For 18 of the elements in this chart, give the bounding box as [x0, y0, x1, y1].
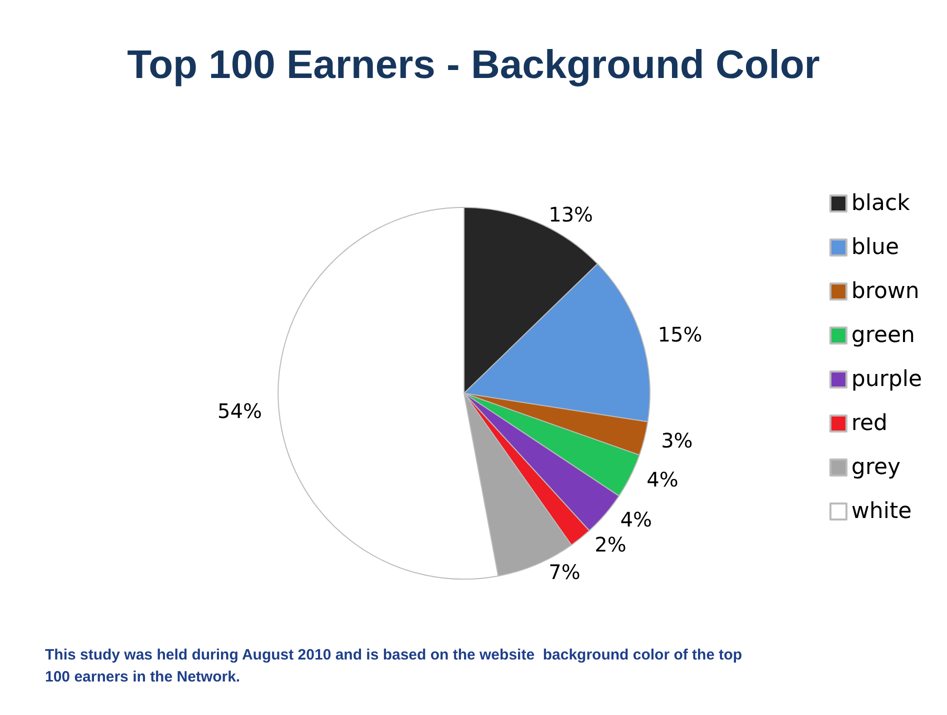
legend-label: purple	[851, 367, 922, 392]
data-label: 4%	[620, 507, 652, 532]
text: This study was held during August 2010 and is based on the website background color of the top 100 earners in the Network.	[45, 646, 746, 686]
legend-label: green	[851, 323, 915, 348]
legend-label: black	[851, 191, 910, 216]
legend-label: blue	[851, 235, 899, 260]
data-label: 15%	[658, 322, 702, 346]
data-label: 54%	[218, 399, 262, 424]
legend-label: grey	[851, 455, 901, 480]
legend-label: white	[851, 499, 912, 524]
data-label: 7%	[548, 560, 580, 584]
data-label: 13%	[548, 202, 594, 227]
data-label: 2%	[594, 532, 626, 556]
data-label: 3%	[661, 428, 693, 453]
legend-label: brown	[851, 279, 920, 304]
chart-title: Top 100 Earners - Background Color	[127, 43, 820, 87]
data-label: 4%	[646, 468, 678, 492]
legend-label: red	[851, 411, 888, 436]
